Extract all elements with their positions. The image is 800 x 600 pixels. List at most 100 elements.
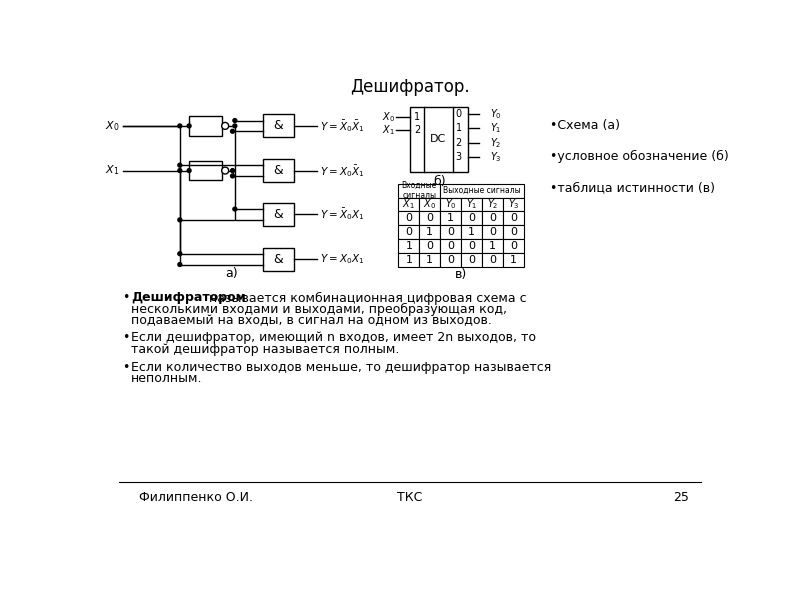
Bar <box>440 184 524 197</box>
Text: 0: 0 <box>510 241 517 251</box>
Bar <box>419 253 440 267</box>
Bar <box>461 253 482 267</box>
Bar <box>461 211 482 225</box>
Text: $Y_3$: $Y_3$ <box>490 151 502 164</box>
Text: $X_0$: $X_0$ <box>105 119 119 133</box>
Text: •Схема (а): •Схема (а) <box>550 119 619 133</box>
Circle shape <box>178 218 182 222</box>
Text: 0: 0 <box>447 227 454 237</box>
Circle shape <box>233 119 237 122</box>
Text: 1: 1 <box>456 123 462 133</box>
Circle shape <box>178 252 182 256</box>
Bar <box>482 197 503 211</box>
Text: 1: 1 <box>406 255 412 265</box>
Circle shape <box>230 130 234 133</box>
Text: DC: DC <box>430 134 446 145</box>
Text: называется комбинационная цифровая схема с: называется комбинационная цифровая схема… <box>205 292 526 305</box>
Text: Если количество выходов меньше, то дешифратор называется: Если количество выходов меньше, то дешиф… <box>131 361 551 374</box>
Text: 1: 1 <box>406 241 412 251</box>
Bar <box>482 253 503 267</box>
Text: $Y=\bar{X}_0X_1$: $Y=\bar{X}_0X_1$ <box>320 206 364 223</box>
Text: Филиппенко О.И.: Филиппенко О.И. <box>138 491 253 503</box>
Bar <box>482 239 503 253</box>
Text: 0: 0 <box>468 255 475 265</box>
Text: 0: 0 <box>426 241 434 251</box>
Bar <box>398 197 419 211</box>
Text: ТКС: ТКС <box>398 491 422 503</box>
Bar <box>398 239 419 253</box>
Text: $X_0$: $X_0$ <box>423 197 436 211</box>
Bar <box>262 248 294 271</box>
Text: 0: 0 <box>489 213 496 223</box>
Bar <box>503 239 524 253</box>
Bar <box>398 253 419 267</box>
Bar <box>440 197 461 211</box>
Text: $X_1$: $X_1$ <box>402 197 415 211</box>
Bar <box>419 225 440 239</box>
Text: 0: 0 <box>510 213 517 223</box>
Bar <box>398 225 419 239</box>
Text: неполным.: неполным. <box>131 372 202 385</box>
Text: $Y_2$: $Y_2$ <box>486 197 498 211</box>
Bar <box>410 107 468 172</box>
Text: $Y=\bar{X}_0\bar{X}_1$: $Y=\bar{X}_0\bar{X}_1$ <box>320 118 365 134</box>
Text: •условное обозначение (б): •условное обозначение (б) <box>550 150 728 163</box>
Bar <box>461 239 482 253</box>
Text: 0: 0 <box>468 241 475 251</box>
Text: 0: 0 <box>468 213 475 223</box>
Text: $Y=X_0\bar{X}_1$: $Y=X_0\bar{X}_1$ <box>320 163 364 179</box>
Bar <box>419 211 440 225</box>
Text: 2: 2 <box>456 138 462 148</box>
Text: 0: 0 <box>447 241 454 251</box>
Circle shape <box>222 167 229 174</box>
Bar <box>398 184 440 197</box>
Text: $Y_1$: $Y_1$ <box>490 121 502 135</box>
Bar <box>503 197 524 211</box>
Text: Входные
сигналы: Входные сигналы <box>402 181 437 200</box>
Bar <box>503 253 524 267</box>
Bar <box>440 239 461 253</box>
Text: $X_1$: $X_1$ <box>382 123 394 137</box>
Text: 0: 0 <box>406 227 412 237</box>
Text: 0: 0 <box>447 255 454 265</box>
Bar <box>440 211 461 225</box>
Text: Если дешифратор, имеющий n входов, имеет 2n выходов, то: Если дешифратор, имеющий n входов, имеет… <box>131 331 536 344</box>
Text: 0: 0 <box>489 255 496 265</box>
Circle shape <box>178 263 182 266</box>
Text: $Y_1$: $Y_1$ <box>466 197 478 211</box>
Bar <box>398 211 419 225</box>
Text: •: • <box>122 361 129 374</box>
Text: $Y_0$: $Y_0$ <box>490 107 502 121</box>
Circle shape <box>230 174 234 178</box>
Text: 0: 0 <box>510 227 517 237</box>
Bar <box>482 211 503 225</box>
Circle shape <box>233 207 237 211</box>
Text: &: & <box>274 119 283 133</box>
Text: 1: 1 <box>426 227 434 237</box>
Text: &: & <box>274 253 283 266</box>
Text: •: • <box>122 292 129 304</box>
Circle shape <box>178 163 182 167</box>
Text: 1: 1 <box>447 213 454 223</box>
Text: &: & <box>274 164 283 177</box>
Bar <box>262 203 294 226</box>
Text: 1: 1 <box>510 255 517 265</box>
Bar <box>440 225 461 239</box>
Bar <box>419 239 440 253</box>
Text: 1: 1 <box>426 255 434 265</box>
Text: 0: 0 <box>426 213 434 223</box>
Circle shape <box>178 124 182 128</box>
Bar <box>262 159 294 182</box>
Bar <box>262 115 294 137</box>
Text: 25: 25 <box>673 491 689 503</box>
Text: в): в) <box>455 268 467 281</box>
Circle shape <box>187 124 191 128</box>
Bar <box>461 197 482 211</box>
Text: 1: 1 <box>489 241 496 251</box>
Text: 0: 0 <box>489 227 496 237</box>
Text: несколькими входами и выходами, преобразующая код,: несколькими входами и выходами, преобраз… <box>131 303 507 316</box>
Text: $Y_2$: $Y_2$ <box>490 136 502 150</box>
Text: •таблица истинности (в): •таблица истинности (в) <box>550 181 714 194</box>
Circle shape <box>178 169 182 172</box>
Circle shape <box>233 124 237 128</box>
